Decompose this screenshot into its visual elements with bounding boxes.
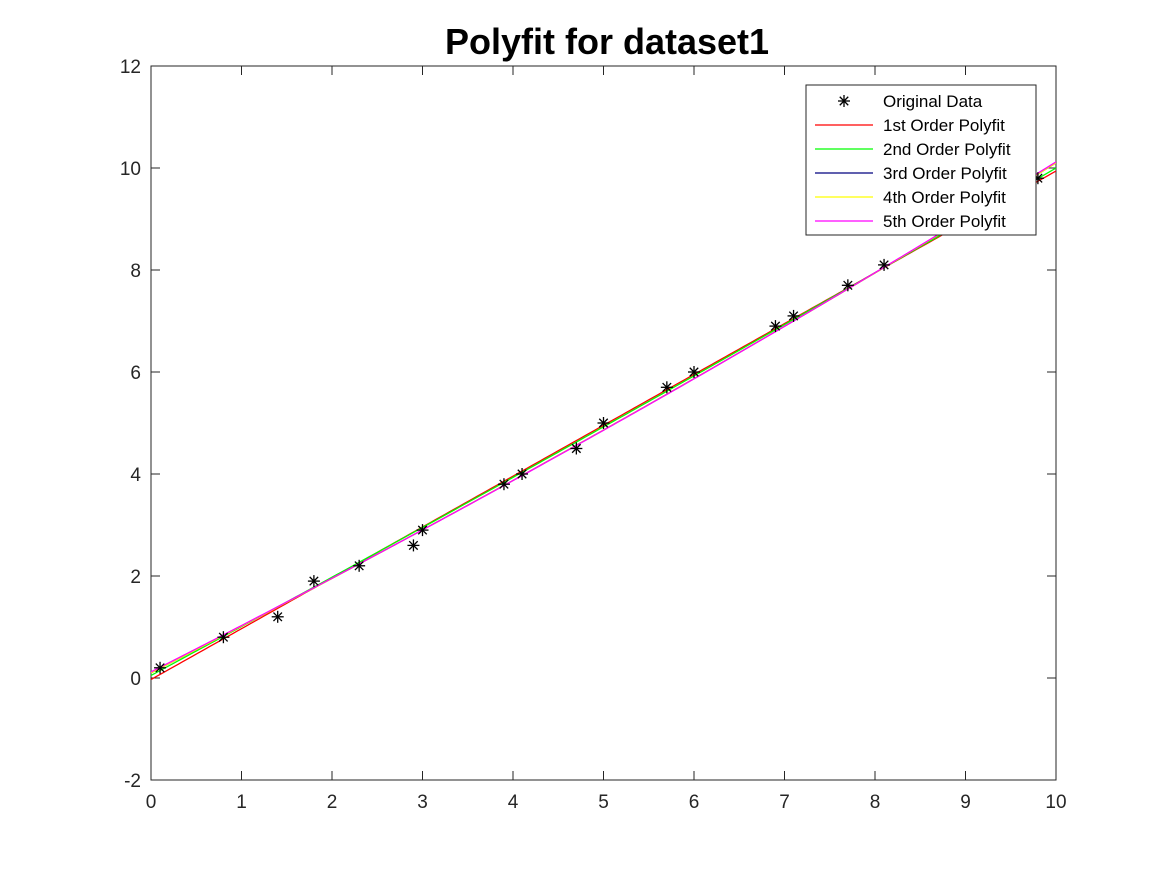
x-tick-label: 4 — [508, 792, 519, 813]
data-point — [688, 366, 700, 378]
data-point — [407, 539, 420, 552]
data-point — [769, 320, 782, 333]
legend-label: 5th Order Polyfit — [883, 212, 1006, 231]
data-point — [660, 381, 673, 394]
x-tick-label: 6 — [689, 792, 700, 813]
x-tick-label: 5 — [598, 792, 609, 813]
data-point — [597, 417, 610, 429]
data-point — [217, 631, 230, 644]
series-line-5 — [151, 161, 1056, 673]
x-tick-label: 9 — [960, 792, 971, 813]
legend-label: 1st Order Polyfit — [883, 116, 1005, 135]
y-tick-label: 8 — [130, 261, 141, 282]
legend-box — [805, 84, 1037, 236]
data-point — [878, 258, 891, 271]
y-tick-label: 4 — [130, 465, 141, 486]
data-point — [271, 610, 284, 623]
x-tick-label: 10 — [1045, 792, 1066, 813]
y-tick-label: 0 — [130, 669, 141, 690]
data-point — [154, 661, 167, 674]
legend-label: Original Data — [883, 92, 983, 111]
x-tick-label: 2 — [327, 792, 338, 813]
legend-label: 4th Order Polyfit — [883, 188, 1006, 207]
x-tick-label: 1 — [236, 792, 247, 813]
x-tick-label: 7 — [779, 792, 790, 813]
y-tick-label: 6 — [130, 363, 141, 384]
data-point — [307, 575, 320, 588]
data-point — [787, 309, 800, 322]
legend: Original Data 1st Order Polyfit 2nd Order … — [805, 84, 1037, 236]
y-tick-label: 2 — [130, 567, 141, 588]
y-tick-label: 12 — [120, 57, 141, 78]
legend-label: 3rd Order Polyfit — [883, 164, 1007, 183]
x-tick-label: 8 — [870, 792, 881, 813]
legend-marker-original-data — [838, 95, 850, 107]
x-tick-label: 3 — [417, 792, 428, 813]
y-tick-label: -2 — [124, 771, 141, 792]
legend-label: 2nd Order Polyfit — [883, 140, 1011, 159]
data-point — [570, 442, 583, 455]
data-point — [841, 279, 854, 292]
data-point — [516, 468, 529, 480]
data-point — [497, 478, 510, 491]
x-tick-label: 0 — [146, 792, 157, 813]
chart-title: Polyfit for dataset1 — [445, 21, 769, 62]
data-point — [353, 559, 366, 572]
data-point — [416, 524, 429, 537]
y-tick-label: 10 — [120, 159, 141, 180]
